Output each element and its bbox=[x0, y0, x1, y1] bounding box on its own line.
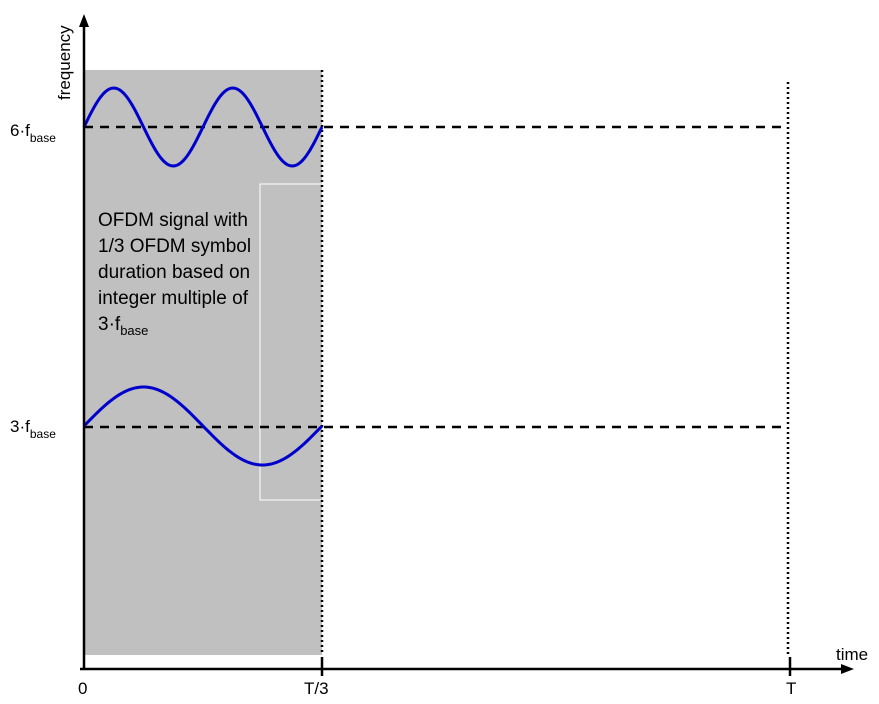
label-high-sub: base bbox=[30, 131, 56, 145]
high-frequency-wave bbox=[82, 86, 324, 168]
low-frequency-wave bbox=[82, 385, 324, 467]
description-last-sub: base bbox=[120, 322, 149, 338]
tick-label-t-third: T/3 bbox=[304, 679, 329, 698]
description-line: duration based on bbox=[98, 262, 251, 283]
description-line: integer multiple of bbox=[98, 288, 248, 309]
shaded-region bbox=[84, 70, 322, 655]
description-last-prefix: 3·f bbox=[98, 314, 121, 335]
label-low-frequency: 3·fbase bbox=[10, 417, 56, 441]
label-high-prefix: 6·f bbox=[10, 121, 30, 140]
x-axis-label: time bbox=[836, 645, 868, 664]
inner-outline bbox=[259, 183, 322, 501]
x-axis-arrow-icon bbox=[841, 664, 854, 674]
label-low-prefix: 3·f bbox=[10, 417, 30, 436]
description-line: OFDM signal with bbox=[98, 210, 248, 231]
description-last-line: 3·fbase bbox=[98, 312, 313, 344]
tick-label-t-full: T bbox=[786, 679, 796, 698]
tick-label-origin: 0 bbox=[78, 679, 87, 698]
y-axis-label: frequency bbox=[55, 25, 74, 100]
description-line: 1/3 OFDM symbol bbox=[98, 236, 252, 257]
description-text: OFDM signal with 1/3 OFDM symbol duratio… bbox=[98, 208, 313, 344]
label-low-sub: base bbox=[30, 427, 56, 441]
label-high-frequency: 6·fbase bbox=[10, 121, 56, 145]
y-axis-arrow-icon bbox=[79, 14, 89, 27]
